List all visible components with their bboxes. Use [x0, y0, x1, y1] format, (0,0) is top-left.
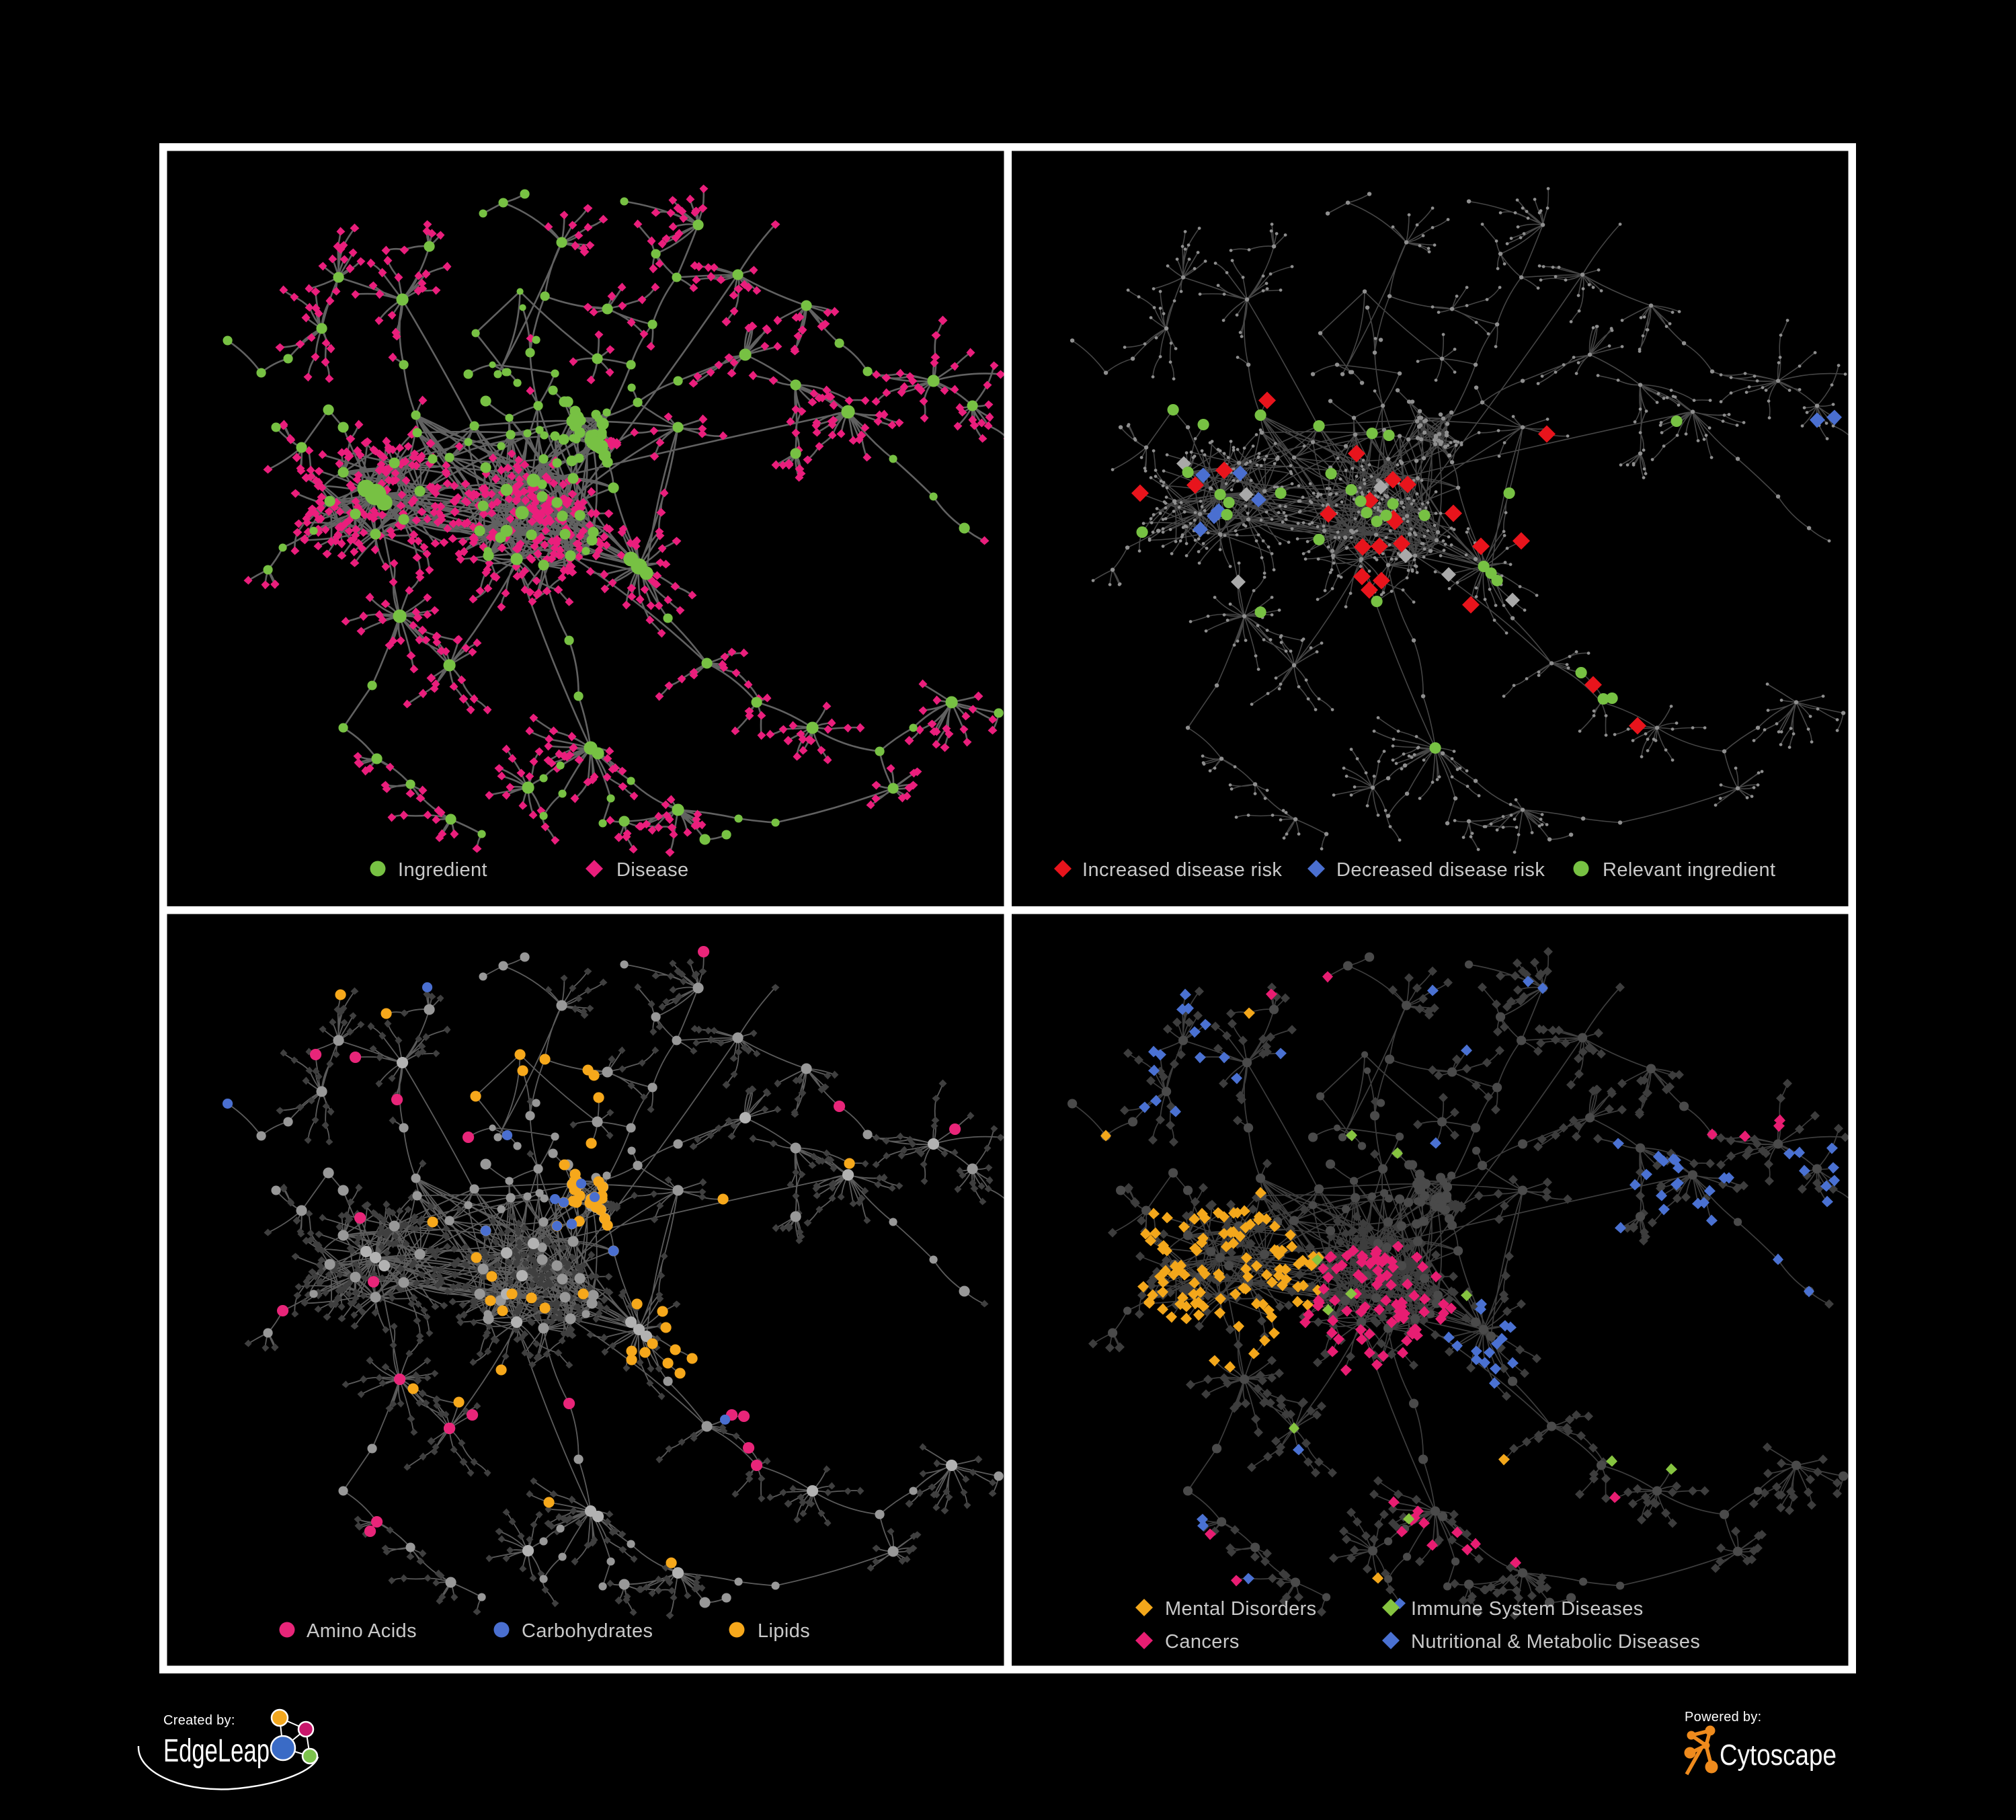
svg-text:Immune System Diseases: Immune System Diseases	[1411, 1598, 1644, 1620]
svg-text:Decreased disease risk: Decreased disease risk	[1336, 859, 1545, 881]
svg-text:Ingredient: Ingredient	[398, 859, 487, 881]
svg-text:EdgeLeap: EdgeLeap	[163, 1733, 270, 1769]
svg-text:Cytoscape: Cytoscape	[1720, 1739, 1837, 1772]
svg-text:Disease: Disease	[616, 859, 689, 881]
svg-text:Relevant ingredient: Relevant ingredient	[1603, 859, 1775, 881]
svg-text:Mental Disorders: Mental Disorders	[1165, 1598, 1317, 1620]
svg-text:Amino Acids: Amino Acids	[307, 1620, 417, 1642]
svg-text:Lipids: Lipids	[758, 1620, 810, 1642]
svg-text:Created by:: Created by:	[163, 1713, 235, 1728]
svg-text:Nutritional & Metabolic Diseas: Nutritional & Metabolic Diseases	[1411, 1631, 1700, 1653]
svg-text:Increased disease risk: Increased disease risk	[1082, 859, 1282, 881]
svg-text:Carbohydrates: Carbohydrates	[522, 1620, 653, 1642]
svg-text:Powered by:: Powered by:	[1685, 1710, 1761, 1725]
svg-text:Cancers: Cancers	[1165, 1631, 1240, 1653]
